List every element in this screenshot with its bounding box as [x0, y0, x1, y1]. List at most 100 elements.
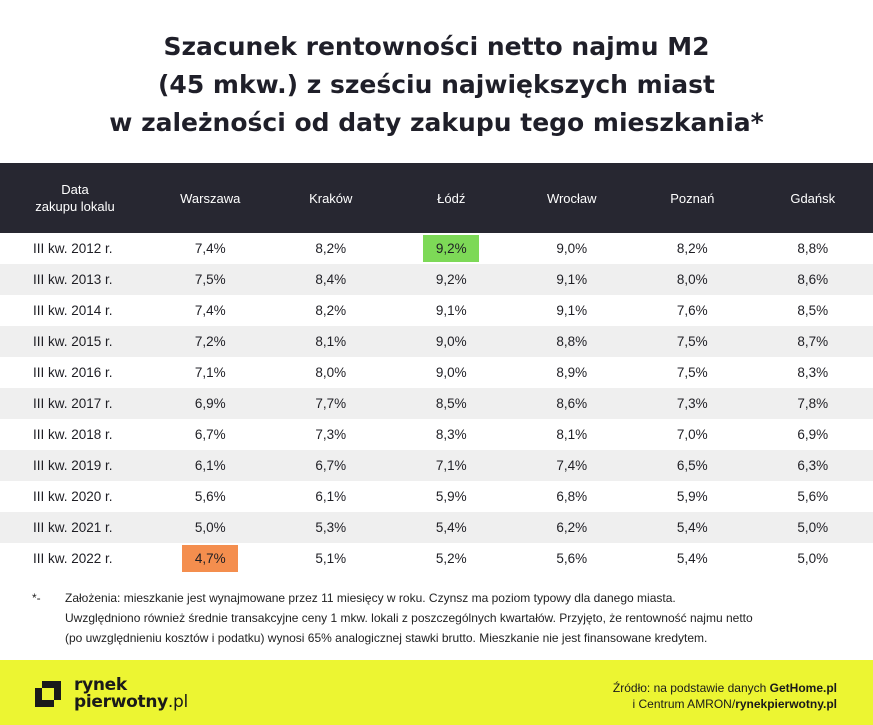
- source-line-1-prefix: Źródło: na podstawie danych: [612, 681, 770, 695]
- row-label: III kw. 2014 r.: [33, 303, 113, 318]
- column-header: Kraków: [270, 163, 391, 233]
- table-cell: 7,5%: [150, 264, 271, 295]
- table-cell: 7,4%: [511, 450, 632, 481]
- table-cell: 9,0%: [556, 241, 588, 256]
- column-header: Gdańsk: [752, 163, 873, 233]
- table-cell: 7,5%: [632, 326, 753, 357]
- row-label: III kw. 2017 r.: [0, 388, 150, 419]
- logo-line-2-thin: .pl: [167, 692, 188, 712]
- page-title: Szacunek rentowności netto najmu M2 (45 …: [0, 28, 873, 142]
- row-label: III kw. 2022 r.: [33, 551, 113, 566]
- table-cell: 5,9%: [435, 489, 467, 504]
- table-cell: 7,7%: [270, 388, 391, 419]
- table-cell: 7,1%: [391, 450, 512, 481]
- table-cell: 6,5%: [632, 450, 753, 481]
- table-row: III kw. 2015 r. 7,2% 8,1% 9,0% 8,8% 7,5% 8,7%: [0, 326, 873, 357]
- table-cell: 6,3%: [752, 450, 873, 481]
- logo-wordmark: rynek pierwotny.pl: [74, 677, 188, 711]
- table-cell: 8,3%: [435, 427, 467, 442]
- table-cell: 5,9%: [676, 489, 708, 504]
- table-cell: 6,7%: [194, 427, 226, 442]
- table-cell: 7,4%: [194, 303, 226, 318]
- column-header: Warszawa: [150, 163, 271, 233]
- table-row: III kw. 2019 r. 6,1% 6,7% 7,1% 7,4% 6,5% 6,3%: [0, 450, 873, 481]
- table-cell: 6,9%: [150, 388, 271, 419]
- table-cell: 8,1%: [270, 326, 391, 357]
- table-cell: 8,3%: [797, 365, 829, 380]
- table-row: III kw. 2020 r. 5,6% 6,1% 5,9% 6,8% 5,9% 5,6%: [0, 481, 873, 512]
- row-label: III kw. 2020 r.: [33, 489, 113, 504]
- row-label: III kw. 2018 r.: [33, 427, 113, 442]
- table-cell: 8,2%: [315, 303, 347, 318]
- table-cell: 6,1%: [315, 489, 347, 504]
- date-header-line-1: Data: [61, 182, 89, 197]
- row-label: III kw. 2015 r.: [0, 326, 150, 357]
- table-row: III kw. 2016 r. 7,1% 8,0% 9,0% 8,9% 7,5% 8,3%: [0, 357, 873, 388]
- table-cell: 8,8%: [511, 326, 632, 357]
- table-cell: 5,2%: [435, 551, 467, 566]
- table-cell: 7,5%: [676, 365, 708, 380]
- table-cell: 7,8%: [752, 388, 873, 419]
- table-cell: 7,2%: [150, 326, 271, 357]
- table-cell: 8,0%: [315, 365, 347, 380]
- row-label: III kw. 2019 r.: [0, 450, 150, 481]
- row-label: III kw. 2021 r.: [0, 512, 150, 543]
- source-note: Źródło: na podstawie danych GetHome.pl i…: [613, 680, 837, 712]
- table-cell: 5,1%: [315, 551, 347, 566]
- table-cell: 5,6%: [797, 489, 829, 504]
- table-row: III kw. 2014 r. 7,4% 8,2% 9,1% 9,1% 7,6% 8,5%: [0, 295, 873, 326]
- date-column-header: Data zakupu lokalu: [0, 163, 150, 233]
- table-cell: 4,7%: [150, 543, 271, 574]
- table-row: III kw. 2022 r. 4,7% 5,1% 5,2% 5,6% 5,4% 5,0%: [0, 543, 873, 574]
- column-header: Łódź: [391, 163, 512, 233]
- table-cell: 7,6%: [676, 303, 708, 318]
- table-row: III kw. 2017 r. 6,9% 7,7% 8,5% 8,6% 7,3% 7,8%: [0, 388, 873, 419]
- table-cell: 7,0%: [676, 427, 708, 442]
- table-cell: 7,3%: [315, 427, 347, 442]
- table-body: III kw. 2012 r. 7,4% 8,2% 9,2% 9,0% 8,2% 8,8% I…: [0, 233, 873, 574]
- logo-line-1: rynek: [74, 675, 127, 695]
- table-cell: 5,4%: [391, 512, 512, 543]
- table-cell: 8,0%: [632, 264, 753, 295]
- brand-logo: rynek pierwotny.pl: [32, 677, 188, 711]
- table-cell: 5,0%: [752, 512, 873, 543]
- table-row: III kw. 2012 r. 7,4% 8,2% 9,2% 9,0% 8,2% 8,8%: [0, 233, 873, 264]
- table-cell: 5,6%: [194, 489, 226, 504]
- source-line-2-bold: rynekpierwotny.pl: [735, 697, 837, 711]
- footnote-line-3: (po uwzględnieniu kosztów i podatku) wyn…: [65, 631, 708, 645]
- table-cell: 5,6%: [556, 551, 588, 566]
- title-line-3: w zależności od daty zakupu tego mieszka…: [109, 108, 764, 137]
- table-cell: 5,3%: [270, 512, 391, 543]
- title-line-1: Szacunek rentowności netto najmu M2: [163, 32, 710, 61]
- table-cell: 5,0%: [797, 551, 829, 566]
- table-row: III kw. 2013 r. 7,5% 8,4% 9,2% 9,1% 8,0% 8,6%: [0, 264, 873, 295]
- footer-bar: rynek pierwotny.pl Źródło: na podstawie …: [0, 660, 873, 725]
- table-cell: 8,5%: [797, 303, 829, 318]
- table-cell: 9,1%: [435, 303, 467, 318]
- table-cell: 9,0%: [435, 365, 467, 380]
- source-line-2-prefix: i Centrum AMRON/: [632, 697, 736, 711]
- table-cell: 8,2%: [315, 241, 347, 256]
- logo-line-2-bold: pierwotny: [74, 692, 168, 712]
- date-header-line-2: zakupu lokalu: [35, 199, 115, 214]
- table-cell: 6,2%: [511, 512, 632, 543]
- table-cell: 8,2%: [676, 241, 708, 256]
- footnote-line-2: Uwzględniono również średnie transakcyjn…: [65, 611, 753, 625]
- table-cell: 8,9%: [556, 365, 588, 380]
- rentability-table: Data zakupu lokalu Warszawa Kraków Łódź Wro…: [0, 163, 873, 574]
- footnote-mark: *-: [32, 591, 41, 605]
- table-cell: 6,9%: [797, 427, 829, 442]
- table-cell: 9,1%: [511, 264, 632, 295]
- table-cell: 8,1%: [556, 427, 588, 442]
- lowest-value-highlight: 4,7%: [182, 545, 239, 572]
- column-header: Wrocław: [511, 163, 632, 233]
- table-header-row: Data zakupu lokalu Warszawa Kraków Łódź Wro…: [0, 163, 873, 233]
- table-cell: 6,7%: [270, 450, 391, 481]
- logo-mark-icon: [35, 681, 61, 707]
- table-cell: 6,1%: [150, 450, 271, 481]
- table-cell: 5,4%: [676, 551, 708, 566]
- table-cell: 9,2%: [391, 264, 512, 295]
- table-row: III kw. 2021 r. 5,0% 5,3% 5,4% 6,2% 5,4% 5,0%: [0, 512, 873, 543]
- table-cell: 9,1%: [556, 303, 588, 318]
- table-cell: 9,2%: [391, 233, 512, 264]
